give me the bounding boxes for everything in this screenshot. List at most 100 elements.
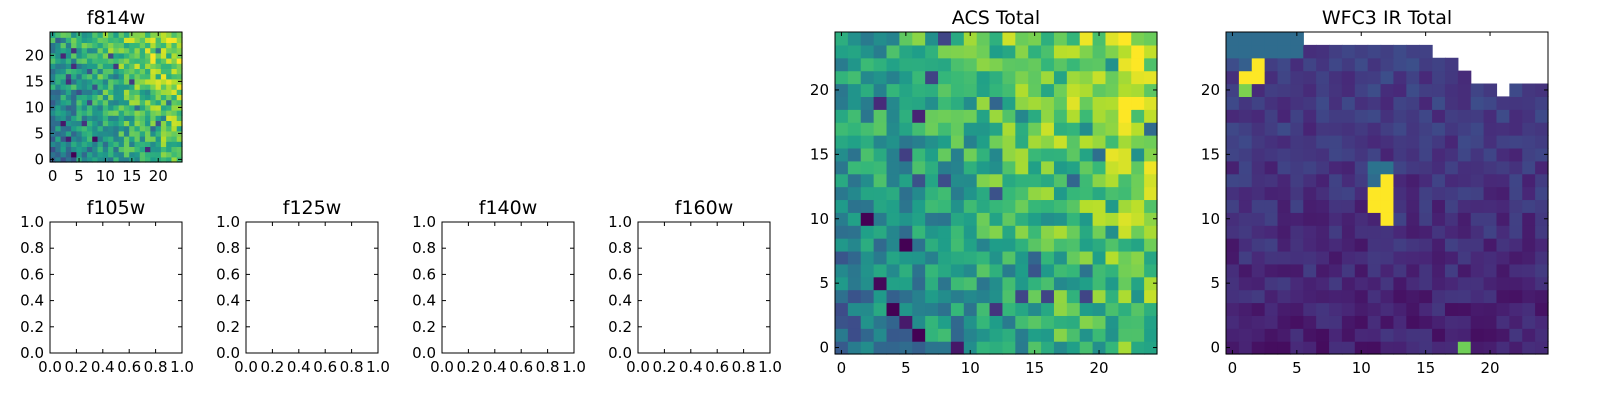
heatmap-cell [160,89,167,95]
heatmap-cell [925,173,939,188]
heatmap-cell [1470,135,1485,149]
heatmap-cell [899,238,913,252]
heatmap-cell [139,141,146,147]
heatmap-cell [1535,199,1549,213]
heatmap-cell [145,99,151,106]
heatmap-cell [55,120,62,127]
heatmap-cell [950,328,965,342]
heatmap-cell [123,94,130,101]
heatmap-cell [1303,199,1317,213]
heatmap-cell [1457,109,1472,123]
heatmap-cell [134,89,141,95]
heatmap-cell [989,160,1004,175]
heatmap-cell [60,58,67,64]
heatmap-cell [1419,83,1433,97]
heatmap-cell [1444,57,1459,72]
heatmap-cell [1144,238,1158,252]
heatmap-cell [145,151,151,158]
heatmap-cell [118,125,125,132]
heatmap-cell [1105,186,1119,201]
heatmap-cell [1028,225,1042,239]
heatmap-cell [1316,70,1330,85]
heatmap-cell [71,42,77,49]
heatmap-cell [873,276,888,291]
heatmap-cell [1393,341,1407,355]
heatmap-cell [1066,32,1081,46]
heatmap-cell [1053,173,1068,188]
heatmap-cell [1131,225,1145,239]
heatmap-cell [1509,289,1523,304]
heatmap-cell [108,94,114,101]
heatmap-cell [1041,109,1055,123]
heatmap-cell [1290,57,1304,72]
heatmap-cell [938,96,952,110]
heatmap-cell [1522,109,1536,123]
heatmap-cell [1079,225,1094,239]
heatmap-cell [1329,341,1343,355]
heatmap-cell [976,83,991,97]
heatmap-cell [1002,32,1016,46]
heatmap-cell [1406,225,1420,239]
heatmap-cell [1316,173,1330,188]
heatmap-cell [1432,173,1446,188]
heatmap-cell [1118,263,1132,278]
heatmap-cell [1406,109,1420,123]
heatmap-cell [1522,289,1536,304]
heatmap-cell [102,58,109,64]
heatmap-cell [1277,44,1291,59]
y-tick-label: 5 [34,124,44,142]
heatmap-cell [123,146,130,153]
heatmap-cell [899,250,913,265]
heatmap-cell [1406,328,1420,342]
heatmap-cell [1131,160,1145,175]
heatmap-cell [963,341,978,355]
heatmap-cell [1251,70,1266,85]
heatmap-cell [1354,160,1369,175]
heatmap-cell [1316,250,1330,265]
heatmap-cell [71,125,77,132]
heatmap-cell [847,250,862,265]
heatmap-cell [860,328,875,342]
heatmap-cell [86,141,93,147]
heatmap-cell [171,120,178,127]
heatmap-cell [97,104,104,111]
heatmap-cell [150,42,157,49]
heatmap-cell [1341,289,1356,304]
heatmap-cell [160,151,167,158]
heatmap-cell [1264,122,1279,136]
heatmap-cell [1053,147,1068,162]
heatmap-cell [1264,302,1279,316]
heatmap-cell [976,135,991,149]
heatmap-cell [81,32,88,38]
heatmap-cell [1419,160,1433,175]
heatmap-cell [113,89,120,95]
heatmap-cell [86,63,93,69]
heatmap-cell [166,63,173,69]
heatmap-cell [1226,315,1240,329]
heatmap-cell [1432,315,1446,329]
heatmap-cell [1015,341,1029,355]
heatmap-cell [118,110,125,116]
heatmap-cell [1432,328,1446,342]
heatmap-cell [938,302,952,316]
heatmap-cell [1329,57,1343,72]
heatmap-cell [65,78,72,85]
heatmap-cell [912,212,926,226]
heatmap-cell [860,70,875,85]
heatmap-cell [1118,160,1132,175]
heatmap-cell [155,99,162,106]
heatmap-cell [847,276,862,291]
heatmap-cell [1444,341,1459,355]
heatmap-cell [97,136,104,142]
heatmap-cell [1457,302,1472,316]
heatmap-cell [1457,238,1472,252]
heatmap-cell [1053,96,1068,110]
heatmap-cell [899,135,913,149]
heatmap-cell [113,110,120,116]
heatmap-cell [1496,96,1510,110]
heatmap-cell [108,110,114,116]
heatmap-cell [145,47,151,54]
heatmap-cell [860,135,875,149]
heatmap-cell [1066,135,1081,149]
heatmap-cell [160,78,167,85]
